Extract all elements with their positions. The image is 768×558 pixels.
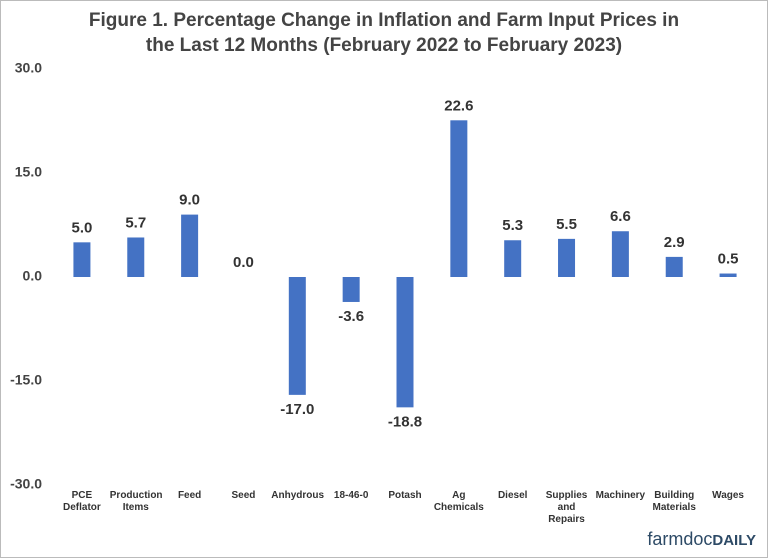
bar bbox=[611, 231, 629, 277]
x-tick-label: Anhydrous bbox=[271, 490, 325, 501]
value-label: 0.0 bbox=[233, 254, 254, 271]
bar bbox=[181, 214, 199, 277]
y-tick-label: 30.0 bbox=[15, 60, 42, 76]
x-tick-label: PCE Deflator bbox=[63, 490, 101, 513]
chart-title: Figure 1. Percentage Change in Inflation… bbox=[0, 8, 768, 58]
value-label: -18.8 bbox=[388, 413, 422, 430]
x-tick-label: 18-46-0 bbox=[333, 490, 369, 501]
y-tick-label: -15.0 bbox=[10, 372, 42, 388]
x-tick-label: Machinery bbox=[595, 490, 646, 501]
x-tick-label: Potash bbox=[388, 490, 422, 501]
x-tick-label: Seed bbox=[231, 490, 256, 501]
logo-text: DAILY bbox=[712, 532, 756, 549]
value-label: 5.5 bbox=[556, 216, 577, 233]
title-line: the Last 12 Months (February 2022 to Feb… bbox=[145, 35, 623, 56]
bar bbox=[396, 277, 414, 408]
y-tick-label: 0.0 bbox=[23, 268, 43, 284]
value-label: 5.0 bbox=[71, 219, 92, 236]
x-tick-label: Building Materials bbox=[652, 490, 696, 513]
logo: farmdocDAILY bbox=[647, 529, 756, 550]
value-label: 5.3 bbox=[502, 217, 523, 234]
bar bbox=[73, 242, 91, 277]
value-label: -3.6 bbox=[338, 308, 364, 325]
bar bbox=[558, 238, 576, 277]
bar bbox=[127, 237, 145, 277]
x-tick-label: Ag Chemicals bbox=[433, 490, 484, 513]
value-label: -17.0 bbox=[280, 401, 314, 418]
y-tick-label: 15.0 bbox=[15, 164, 42, 180]
value-label: 6.6 bbox=[610, 208, 631, 225]
value-label: 2.9 bbox=[664, 234, 685, 251]
value-label: 9.0 bbox=[179, 192, 200, 209]
value-label: 0.5 bbox=[718, 251, 739, 268]
x-tick-label: Diesel bbox=[497, 490, 528, 501]
x-tick-label: Feed bbox=[177, 490, 202, 501]
bar bbox=[342, 277, 360, 302]
y-tick-label: -30.0 bbox=[10, 476, 42, 492]
bar bbox=[504, 240, 522, 277]
bar bbox=[665, 256, 683, 277]
logo-text: farmdoc bbox=[647, 529, 713, 549]
x-tick-label: Supplies and Repairs bbox=[545, 490, 588, 525]
value-label: 22.6 bbox=[444, 97, 473, 114]
x-tick-label: Wages bbox=[712, 490, 744, 501]
title-line: Figure 1. Percentage Change in Inflation… bbox=[88, 10, 680, 31]
bar bbox=[719, 273, 737, 277]
x-tick-label: Production Items bbox=[109, 490, 163, 513]
bar bbox=[288, 277, 306, 395]
bar bbox=[450, 120, 468, 277]
value-label: 5.7 bbox=[125, 214, 146, 231]
